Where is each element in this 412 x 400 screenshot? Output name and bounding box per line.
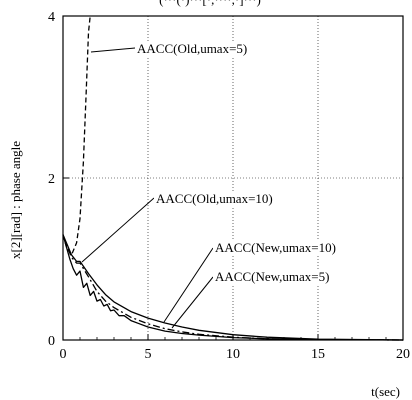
annotation-label: AACC(Old,umax=5) [137, 41, 247, 56]
annotation-backdrop [213, 240, 338, 256]
series-layer [62, 15, 404, 341]
x-tick-label: 20 [396, 347, 410, 362]
chart-top-clipped-text: (···(·)···[·,····,·]···) [159, 0, 261, 7]
series-line-3 [62, 234, 404, 341]
annotation-leader-line [90, 47, 136, 53]
series-line-4 [62, 234, 404, 341]
annotation-leader-line [163, 247, 214, 323]
axis-ticks: 0 5 10 15 20 0 2 4 [48, 10, 410, 362]
x-tick-label: 15 [311, 347, 325, 362]
y-tick-label: 2 [48, 172, 55, 187]
y-tick-label: 0 [48, 334, 55, 349]
annotation-label: AACC(New,umax=5) [215, 269, 329, 284]
annotation-backdrop [213, 269, 330, 285]
x-tick-label: 10 [226, 347, 240, 362]
annotation-leader-line [171, 276, 214, 329]
annotation-layer: AACC(Old,umax=5) AACC(Old,umax=10) AACC(Ne… [81, 41, 338, 329]
annotation-label: AACC(New,umax=10) [215, 240, 336, 255]
y-axis-label: x[2][rad] : phase angle [8, 141, 23, 259]
x-tick-label: 5 [145, 347, 152, 362]
grid [63, 16, 403, 340]
y-tick-label: 4 [48, 10, 55, 25]
x-tick-label: 0 [60, 347, 67, 362]
series-line-2 [62, 234, 404, 341]
series-line-1 [62, 15, 91, 256]
annotation-label: AACC(Old,umax=10) [156, 191, 273, 206]
annotation-backdrop [135, 41, 252, 57]
annotation-backdrop [154, 191, 279, 207]
annotation-leader-line [81, 197, 155, 263]
x-axis-label: t(sec) [371, 384, 400, 399]
